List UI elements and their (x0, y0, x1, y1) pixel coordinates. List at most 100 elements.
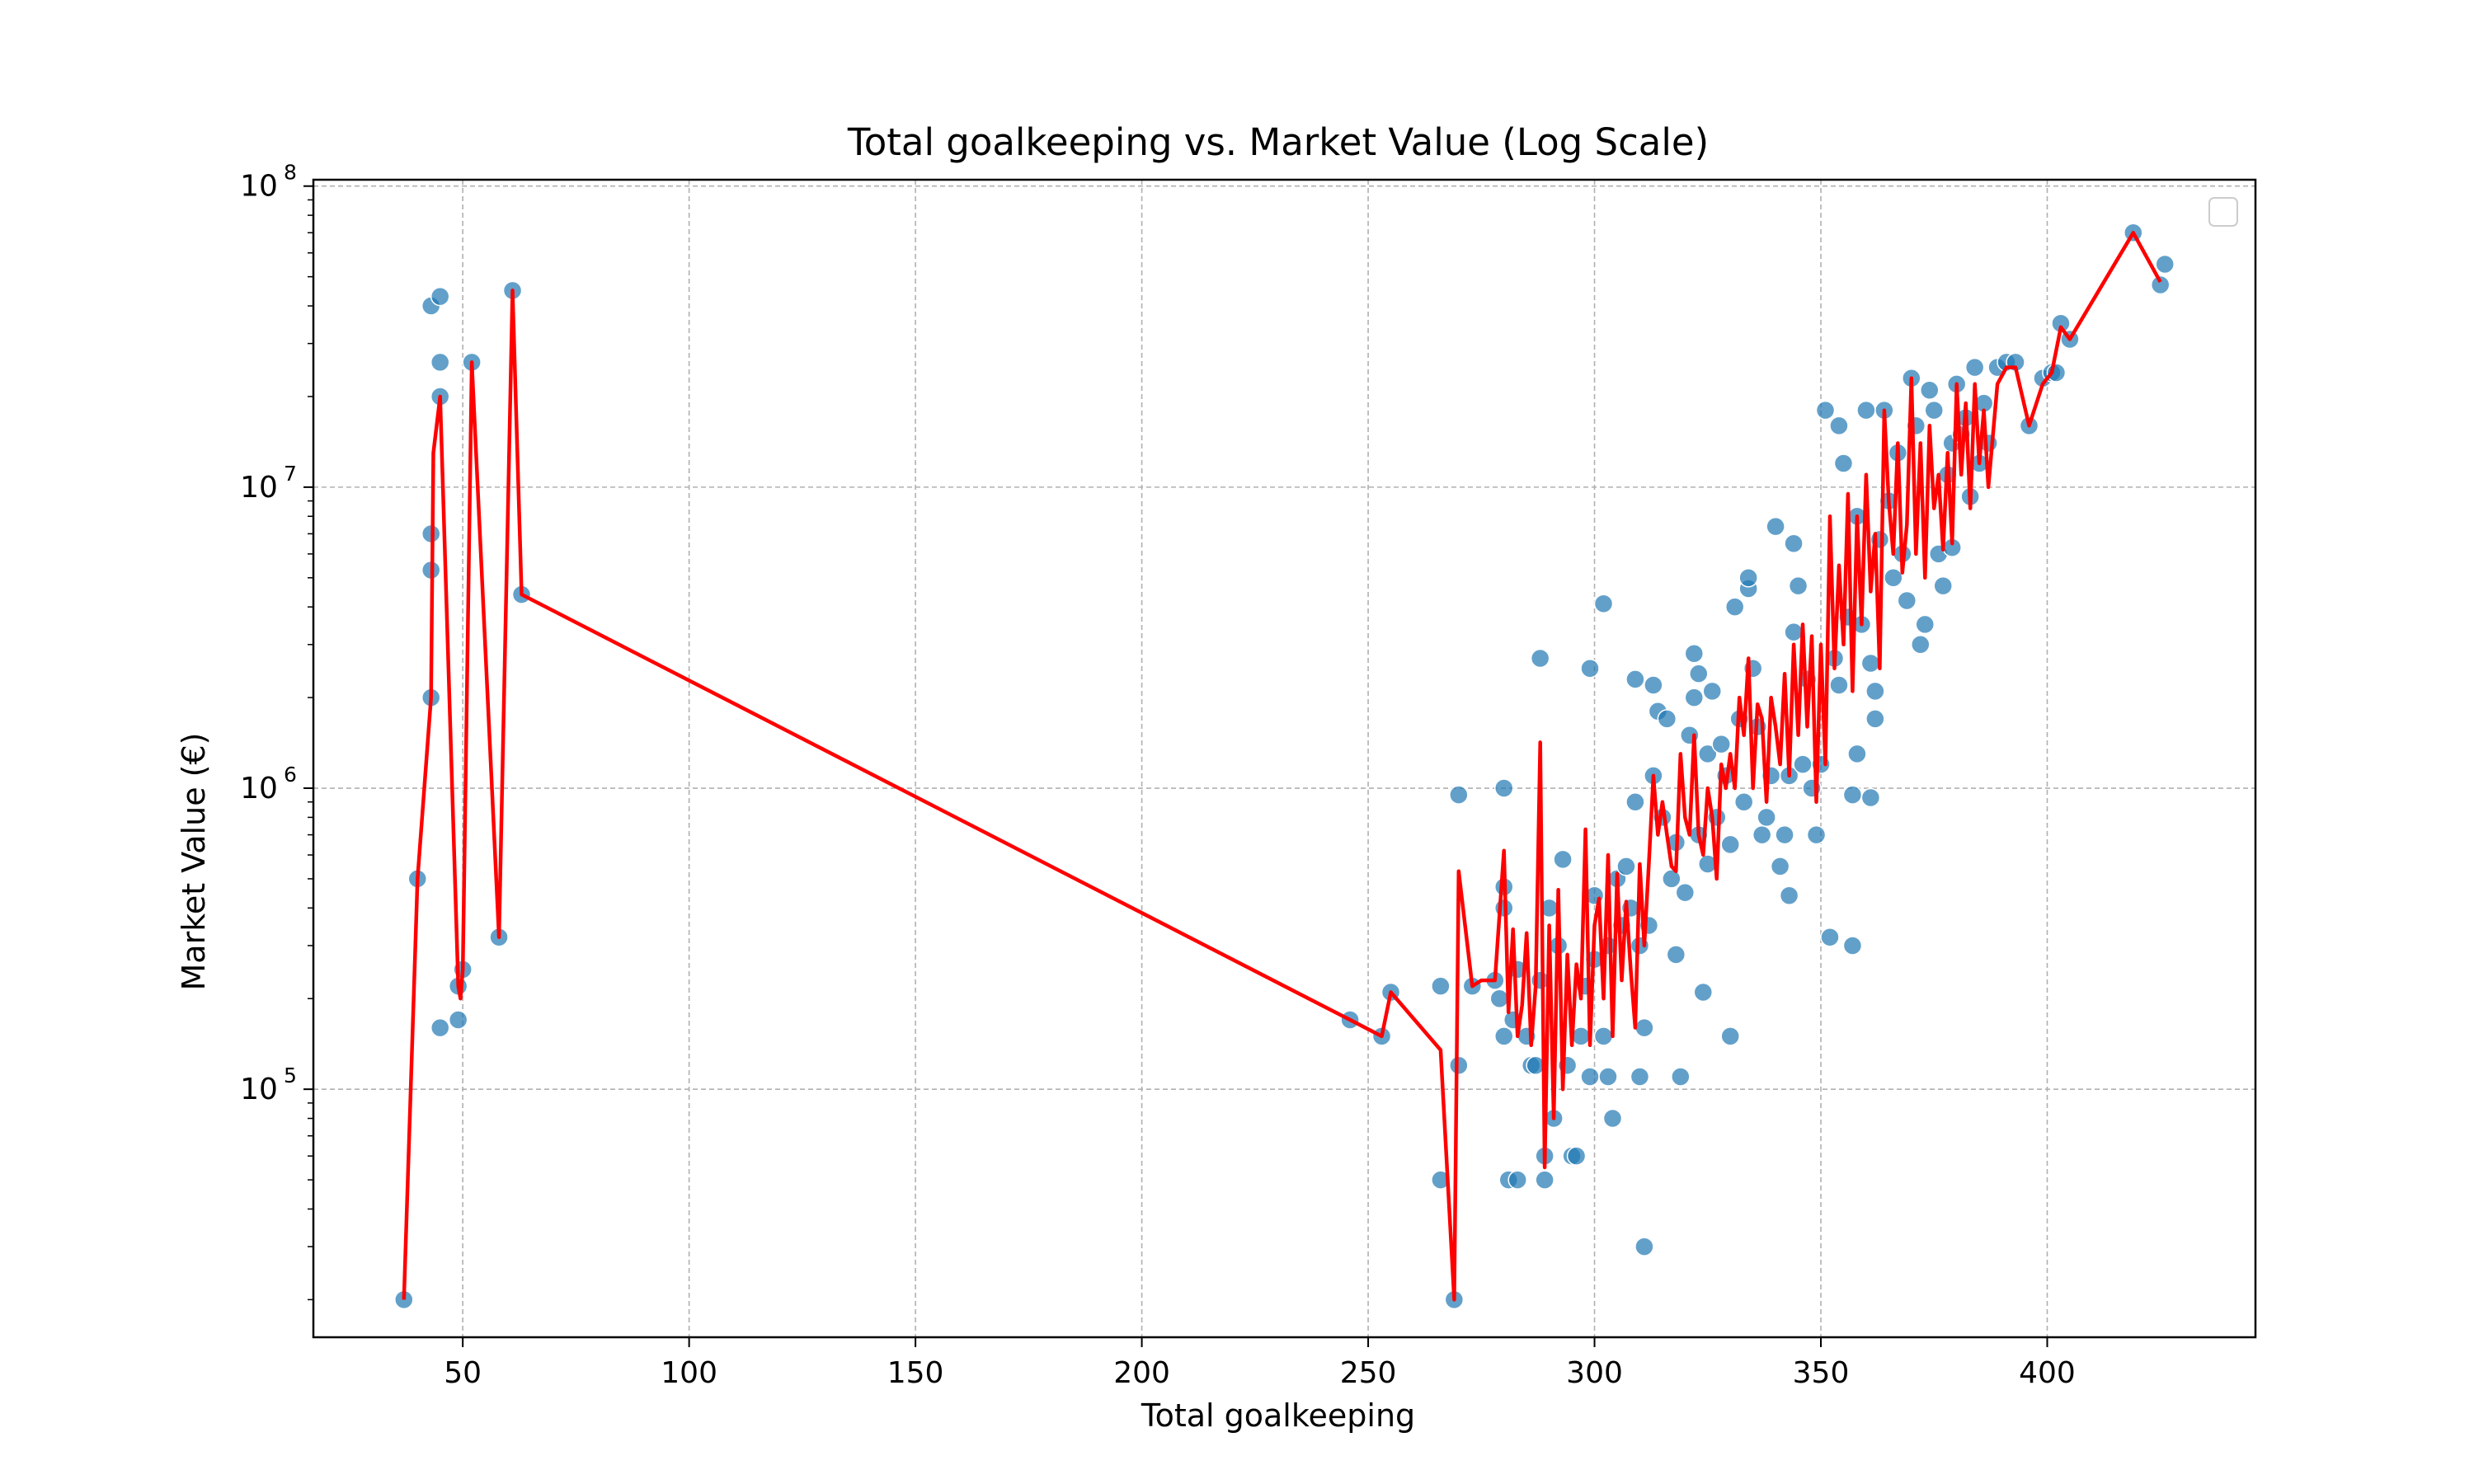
scatter-point (1779, 885, 1799, 905)
scatter-point (1675, 882, 1696, 903)
scatter-point (1915, 614, 1935, 635)
scatter-point (1897, 590, 1917, 611)
scatter-point (1684, 688, 1705, 707)
scatter-point (1720, 834, 1740, 855)
scatter-point (1493, 778, 1514, 798)
scatter-point (1625, 669, 1645, 689)
scatter-point (1733, 791, 1754, 812)
x-axis-ticks: 50 100 150 200 250 300 350 400 (444, 1337, 2076, 1390)
scatter-point (2155, 254, 2175, 275)
y-tick-exponent: 8 (284, 161, 297, 185)
x-tick-label: 350 (1793, 1356, 1850, 1390)
scatter-point (1489, 989, 1510, 1008)
y-tick-exponent: 6 (284, 763, 297, 787)
scatter-point (1431, 1170, 1451, 1190)
x-tick-label: 100 (661, 1356, 717, 1390)
scatter-point (1720, 1026, 1740, 1046)
y-tick-exponent: 5 (284, 1064, 297, 1087)
x-tick-label: 400 (2019, 1356, 2076, 1390)
scatter-point (1566, 1146, 1587, 1166)
scatter-point (1598, 1067, 1618, 1087)
scatter-point (1911, 635, 1931, 655)
scatter-point (1738, 568, 1758, 588)
x-tick-label: 300 (1566, 1356, 1623, 1390)
scatter-point (1644, 675, 1663, 695)
scatter-point (1593, 1026, 1614, 1046)
scatter-point (1865, 681, 1885, 702)
scatter-point (1724, 597, 1745, 617)
y-tick-label: 10 (240, 772, 278, 805)
scatter-point (1770, 857, 1790, 876)
scatter-point (1833, 453, 1854, 473)
scatter-point (1666, 945, 1686, 965)
scatter-point (1884, 568, 1903, 588)
scatter-point (1757, 807, 1776, 828)
scatter-point (1634, 1017, 1654, 1038)
scatter-point (430, 352, 450, 373)
x-tick-label: 250 (1340, 1356, 1397, 1390)
scatter-point (1933, 575, 1953, 596)
scatter-point (1630, 1067, 1650, 1087)
scatter-point (1860, 787, 1881, 808)
line-path (402, 231, 2162, 1302)
x-tick-label: 150 (887, 1356, 944, 1390)
grid-lines (313, 180, 2255, 1337)
scatter-point (1842, 936, 1863, 956)
scatter-point (1431, 976, 1451, 996)
scatter-point (1671, 1067, 1691, 1087)
y-axis-label: Market Value (€) (176, 733, 212, 991)
scatter-point (1616, 857, 1636, 876)
scatter-point (1788, 575, 1808, 596)
scatter-point (1829, 675, 1849, 695)
scatter-point (1784, 533, 1804, 553)
scatter-point (1580, 658, 1600, 679)
scatter-point (1530, 648, 1550, 669)
scatter-point (1711, 734, 1731, 754)
scatter-point (1553, 849, 1573, 870)
scatter-point (2150, 275, 2171, 295)
scatter-point (1657, 709, 1677, 729)
scatter-point (1634, 1237, 1654, 1256)
scatter-point (1507, 1170, 1527, 1190)
x-axis-label: Total goalkeeping (1141, 1397, 1415, 1434)
scatter-point (1775, 824, 1794, 845)
x-tick-label: 50 (444, 1356, 482, 1390)
scatter-point (1449, 1055, 1469, 1075)
scatter-point (1684, 643, 1705, 664)
scatter-point (1815, 400, 1836, 420)
y-tick-exponent: 7 (284, 462, 297, 486)
scatter-point (1924, 400, 1944, 420)
y-tick-label: 10 (240, 1073, 278, 1106)
scatter-point (1964, 357, 1985, 378)
scatter-point (1865, 709, 1885, 729)
scatter-point (1806, 824, 1827, 845)
scatter-point (1784, 622, 1804, 642)
scatter-point (430, 286, 450, 307)
x-tick-label: 200 (1113, 1356, 1170, 1390)
y-tick-label: 10 (240, 170, 278, 204)
scatter-point (1793, 754, 1813, 774)
scatter-point (1856, 400, 1876, 420)
scatter-point (1593, 594, 1614, 614)
scatter-point (1752, 824, 1772, 845)
chart-title: Total goalkeeping vs. Market Value (Log … (847, 120, 1709, 164)
scatter-point (1820, 927, 1840, 947)
scatter-point (1702, 681, 1723, 702)
line-series (402, 231, 2162, 1302)
scatter-point (1847, 744, 1867, 764)
scatter-point (1842, 785, 1863, 805)
scatter-point (1920, 380, 1940, 400)
scatter-point (1449, 785, 1469, 805)
scatter-point (1698, 744, 1718, 764)
scatter-point (1535, 1170, 1554, 1190)
plot-frame (312, 178, 2257, 1339)
scatter-point (1689, 664, 1709, 683)
scatter-point (1693, 982, 1714, 1003)
scatter-point (1602, 1108, 1623, 1129)
scatter-point (1829, 416, 1849, 436)
scatter-point (448, 1010, 468, 1030)
legend-box (2208, 197, 2238, 227)
